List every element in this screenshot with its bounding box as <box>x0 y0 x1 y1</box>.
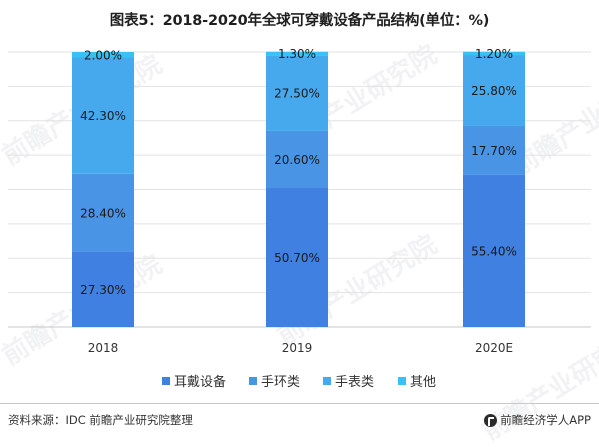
legend-label: 耳戴设备 <box>174 374 226 390</box>
bar-segment <box>72 52 134 58</box>
bar-segment <box>266 55 328 131</box>
stacked-bar-chart: 27.30% 28.40% 42.30% 2.00% 50.70% 20.60% 27.50… <box>8 47 591 390</box>
legend: 耳戴设备 手环类 手表类 其他 <box>162 374 436 390</box>
x-tick-label: 2018 <box>88 341 119 355</box>
x-tick-label: 2020E <box>475 341 513 355</box>
data-label: 17.70% <box>471 144 517 158</box>
chart-title: 图表5：2018-2020年全球可穿戴设备产品结构(单位：%) <box>109 13 490 29</box>
bars: 27.30% 28.40% 42.30% 2.00% 50.70% 20.60% 27.50… <box>72 47 525 327</box>
legend-label: 其他 <box>410 375 436 390</box>
data-label: 55.40% <box>471 244 517 258</box>
data-label: 20.60% <box>274 153 320 167</box>
legend-label: 手环类 <box>261 375 300 390</box>
legend-swatch <box>323 377 331 385</box>
data-label: 42.30% <box>80 109 126 123</box>
bar-segment <box>463 55 525 126</box>
brand: 前瞻经济学人APP <box>484 412 591 428</box>
bar-segment <box>72 57 134 174</box>
footer: 资料来源：IDC 前瞻产业研究院整理 前瞻经济学人APP <box>0 403 599 436</box>
brand-logo-icon <box>484 413 498 427</box>
legend-swatch <box>249 377 257 385</box>
source-text: 资料来源：IDC 前瞻产业研究院整理 <box>8 413 193 427</box>
bar-segment <box>72 251 134 327</box>
legend-swatch <box>398 377 406 385</box>
brand-text: 前瞻经济学人APP <box>500 413 591 427</box>
bar-segment <box>266 51 328 56</box>
bar-segment <box>266 187 328 327</box>
bar-segment <box>463 174 525 327</box>
bar-segment <box>463 51 525 56</box>
bar-segment <box>72 173 134 252</box>
bar-segment <box>266 130 328 188</box>
data-label: 25.80% <box>471 84 517 98</box>
data-label: 1.20% <box>475 47 513 61</box>
data-label: 50.70% <box>274 251 320 265</box>
data-label: 28.40% <box>80 206 126 220</box>
data-label: 2.00% <box>84 48 122 62</box>
data-label: 27.50% <box>274 87 320 101</box>
legend-swatch <box>162 377 170 385</box>
x-axis-labels: 2018 2019 2020E <box>88 341 513 355</box>
bar-segment <box>463 125 525 175</box>
x-tick-label: 2019 <box>282 341 313 355</box>
legend-label: 手表类 <box>335 375 374 390</box>
data-label: 27.30% <box>80 283 126 297</box>
data-label: 1.30% <box>278 47 316 61</box>
